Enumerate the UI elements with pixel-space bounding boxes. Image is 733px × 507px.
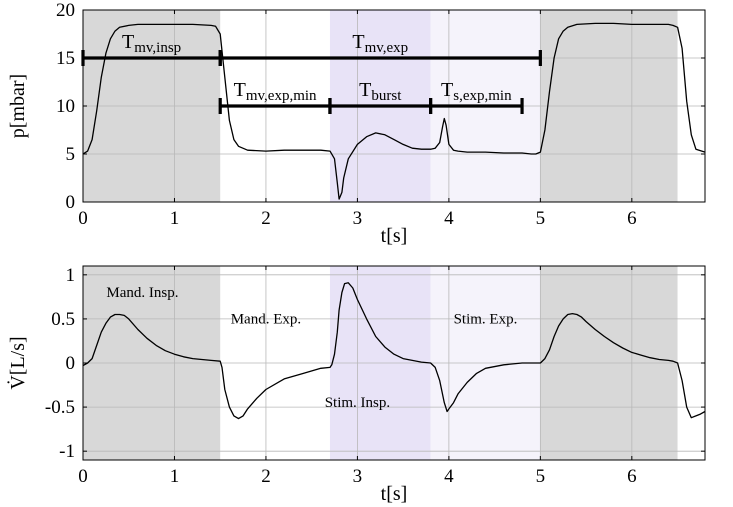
phase-annotation-3: Stim. Insp. [325, 395, 390, 411]
y-axis-label: p[mbar] [7, 74, 29, 138]
y-tick-label: 0 [66, 353, 76, 374]
pressure-panel: 0 1 2 3 4 5 6 0 5 10 15 20 t[s] p[mbar] Tmv,insp Tmv,ex… [7, 0, 706, 247]
y-tick-label: 10 [56, 96, 75, 117]
y-tick-label: 5 [66, 144, 76, 165]
x-tick-label: 0 [78, 208, 88, 229]
y-tick-label: 1 [66, 265, 76, 286]
y-tick-label: 0.5 [51, 309, 75, 330]
y-tick-label: 0 [66, 192, 76, 213]
x-axis-label: t[s] [381, 483, 408, 505]
y-tick-label: -1 [59, 441, 75, 462]
y-tick-label: 15 [56, 48, 75, 69]
x-tick-label: 1 [170, 466, 180, 487]
x-tick-label: 6 [627, 466, 637, 487]
x-tick-label: 3 [353, 208, 363, 229]
interval-label-1: Tmv,exp [352, 31, 408, 56]
x-tick-label: 0 [78, 466, 88, 487]
x-tick-label: 3 [353, 466, 363, 487]
x-tick-label: 5 [536, 208, 546, 229]
y-tick-label: 20 [56, 0, 75, 21]
x-tick-label: 2 [261, 208, 271, 229]
x-tick-label: 5 [536, 466, 546, 487]
interval-label-0: Tmv,insp [122, 31, 181, 56]
y-axis-label: V̇[L/s] [5, 336, 29, 389]
x-tick-label: 2 [261, 466, 271, 487]
x-tick-label: 6 [627, 208, 637, 229]
x-tick-label: 1 [170, 208, 180, 229]
pressure-line [82, 22, 706, 200]
phase-annotation-2: Stim. Exp. [454, 311, 518, 327]
phase-annotation-0: Mand. Insp. [106, 285, 178, 301]
phase-annotation-1: Mand. Exp. [231, 311, 301, 327]
interval-label-2: Tmv,exp,min [234, 79, 317, 104]
flow-line [82, 282, 706, 420]
x-axis-label: t[s] [381, 225, 408, 247]
x-tick-label: 4 [444, 466, 454, 487]
flow-panel: 0 1 2 3 4 5 6 -1 -0.5 0 0.5 1 t[s] V̇[L/s] Mand. Insp.… [5, 265, 706, 505]
interval-label-3: Tburst [359, 79, 402, 104]
interval-label-4: Ts,exp,min [441, 79, 512, 104]
x-tick-label: 4 [444, 208, 454, 229]
y-tick-label: -0.5 [45, 397, 75, 418]
